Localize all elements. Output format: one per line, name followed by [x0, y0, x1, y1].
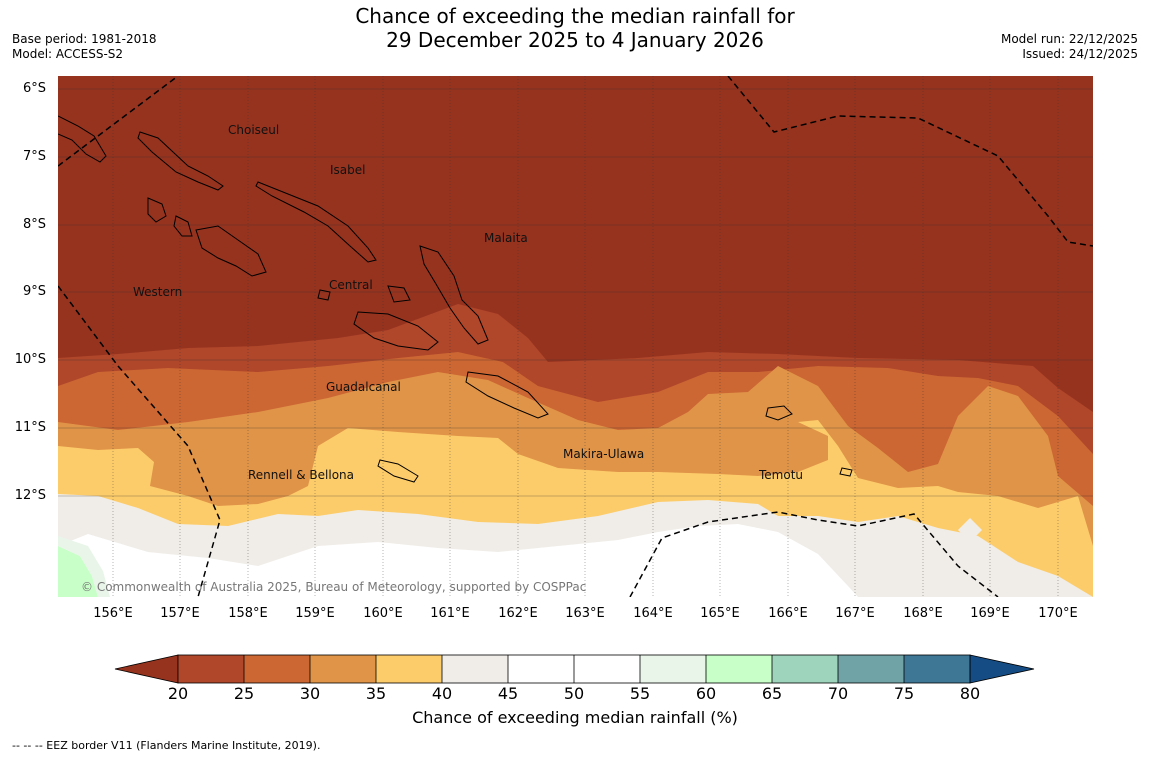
title-line-1: Chance of exceeding the median rainfall …	[355, 4, 795, 28]
label-malaita: Malaita	[484, 231, 528, 245]
colorbar-tick: 70	[827, 684, 849, 703]
colorbar-segment	[574, 655, 640, 683]
island-rennell	[377, 459, 419, 483]
colorbar-tick: 65	[761, 684, 783, 703]
map-title: Chance of exceeding the median rainfall …	[0, 4, 1150, 52]
base-period: Base period: 1981-2018	[12, 32, 157, 46]
lat-label: 8°S	[22, 217, 46, 232]
patch-45-50	[958, 518, 982, 542]
label-temotu: Temotu	[758, 468, 803, 482]
lon-label: 156°E	[93, 606, 133, 621]
band-60-65	[58, 546, 98, 597]
island-makira	[465, 371, 549, 419]
colorbar-segment	[904, 655, 970, 683]
lon-label: 170°E	[1038, 606, 1078, 621]
island-russell	[317, 289, 331, 301]
lon-label: 168°E	[903, 606, 943, 621]
model-name: Model: ACCESS-S2	[12, 47, 124, 61]
band-50-55	[58, 524, 858, 597]
island-isabel	[255, 181, 377, 263]
label-rennell-bellona: Rennell & Bellona	[248, 468, 354, 482]
colorbar-tick: 55	[629, 684, 651, 703]
island-bougainville	[58, 115, 107, 163]
lon-label: 159°E	[295, 606, 335, 621]
colorbar-tick: 45	[497, 684, 519, 703]
island-santa-cruz	[765, 405, 793, 421]
lat-label: 7°S	[22, 149, 46, 164]
meta-right: Model run: 22/12/2025 Issued: 24/12/2025	[1001, 32, 1138, 62]
lon-label: 169°E	[970, 606, 1010, 621]
colorbar-segment	[838, 655, 904, 683]
lon-label: 167°E	[835, 606, 875, 621]
lat-label: 10°S	[14, 352, 46, 367]
colorbar-tick: 50	[563, 684, 585, 703]
colorbar	[114, 654, 1035, 684]
label-western: Western	[133, 285, 182, 299]
colorbar-segment	[640, 655, 706, 683]
island-guadalcanal	[353, 311, 439, 351]
island-vella	[147, 197, 167, 223]
label-isabel: Isabel	[330, 163, 365, 177]
lon-label: 164°E	[633, 606, 673, 621]
eez-borders	[58, 76, 1093, 597]
colorbar-segment	[772, 655, 838, 683]
label-guadalcanal: Guadalcanal	[326, 380, 401, 394]
label-choiseul: Choiseul	[228, 123, 279, 137]
colorbar-tick: 30	[299, 684, 321, 703]
colorbar-segment	[508, 655, 574, 683]
lat-label: 11°S	[14, 420, 46, 435]
colorbar-segment	[706, 655, 772, 683]
copyright-notice: © Commonwealth of Australia 2025, Bureau…	[81, 580, 586, 594]
lat-gridlines	[58, 88, 1093, 497]
colorbar-segment	[244, 655, 310, 683]
coastlines	[58, 115, 853, 483]
model-run: Model run: 22/12/2025	[1000, 32, 1138, 46]
colorbar-segment	[376, 655, 442, 683]
colorbar-label: Chance of exceeding median rainfall (%)	[412, 708, 738, 727]
colorbar-tick: 40	[431, 684, 453, 703]
island-malaita	[419, 245, 489, 345]
lon-label: 157°E	[160, 606, 200, 621]
lon-label: 166°E	[768, 606, 808, 621]
meta-left: Base period: 1981-2018 Model: ACCESS-S2	[12, 32, 157, 62]
island-new-georgia	[195, 225, 267, 277]
colorbar-segment	[969, 654, 1035, 684]
label-makira-ulawa: Makira-Ulawa	[563, 447, 644, 461]
colorbar-segment	[178, 655, 244, 683]
band-55-60	[58, 536, 110, 597]
lat-label: 6°S	[22, 81, 46, 96]
colorbar-tick: 75	[893, 684, 915, 703]
map-canvas: Choiseul Isabel Malaita Western Central …	[58, 76, 1093, 597]
colorbar-frame	[177, 654, 971, 684]
issued-date: Issued: 24/12/2025	[1022, 47, 1138, 61]
lon-label: 165°E	[700, 606, 740, 621]
island-tikopia	[839, 467, 853, 477]
eez-legend: -- -- -- EEZ border V11 (Flanders Marine…	[12, 739, 321, 752]
lat-label: 12°S	[14, 488, 46, 503]
island-choiseul	[137, 131, 224, 191]
lon-label: 158°E	[228, 606, 268, 621]
colorbar-tick: 60	[695, 684, 717, 703]
island-kolombangara	[173, 215, 193, 237]
colorbar-segment	[442, 655, 508, 683]
colorbar-tick: 20	[167, 684, 189, 703]
lon-label: 163°E	[565, 606, 605, 621]
colorbar-tick: 80	[959, 684, 981, 703]
lat-label: 9°S	[22, 284, 46, 299]
colorbar-segment	[114, 654, 179, 684]
colorbar-tick: 25	[233, 684, 255, 703]
lon-label: 162°E	[498, 606, 538, 621]
colorbar-segment	[310, 655, 376, 683]
colorbar-tick: 35	[365, 684, 387, 703]
title-line-2: 29 December 2025 to 4 January 2026	[386, 28, 764, 52]
rainfall-map: Choiseul Isabel Malaita Western Central …	[58, 76, 1093, 597]
island-florida	[387, 285, 411, 303]
lon-label: 160°E	[363, 606, 403, 621]
lon-label: 161°E	[430, 606, 470, 621]
label-central: Central	[329, 278, 373, 292]
